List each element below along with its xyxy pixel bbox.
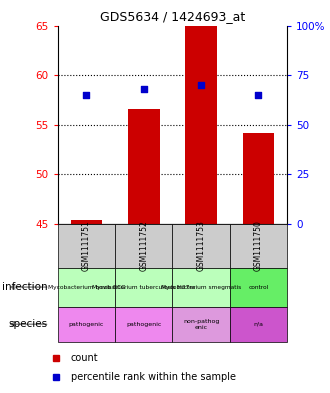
Bar (115, 307, 173, 342)
Bar (173, 224, 230, 268)
Text: pathogenic: pathogenic (69, 322, 104, 327)
Point (84, 92, 89, 98)
Text: GSM1111750: GSM1111750 (254, 220, 263, 271)
Bar (173, 268, 230, 307)
Text: Mycobacterium bovis BCG: Mycobacterium bovis BCG (48, 285, 125, 290)
Text: pathogenic: pathogenic (126, 322, 161, 327)
Text: infection: infection (2, 282, 48, 292)
Bar (58, 307, 115, 342)
Text: count: count (71, 353, 98, 363)
Text: GSM1111751: GSM1111751 (82, 220, 91, 271)
Text: percentile rank within the sample: percentile rank within the sample (71, 372, 236, 382)
Text: GSM1111752: GSM1111752 (139, 220, 148, 271)
Bar (243, 133, 274, 224)
Text: Mycobacterium tuberculosis H37ra: Mycobacterium tuberculosis H37ra (92, 285, 195, 290)
Text: Mycobacterium smegmatis: Mycobacterium smegmatis (161, 285, 241, 290)
Bar (71, 220, 102, 224)
Text: non-pathog
enic: non-pathog enic (183, 319, 219, 330)
Bar (230, 224, 287, 268)
Point (141, 86, 147, 92)
Title: GDS5634 / 1424693_at: GDS5634 / 1424693_at (100, 10, 245, 23)
Point (256, 92, 261, 98)
Text: species: species (9, 319, 48, 329)
Bar (173, 307, 230, 342)
Bar (230, 268, 287, 307)
Bar (58, 224, 115, 268)
Text: n/a: n/a (253, 322, 263, 327)
Bar (185, 26, 217, 224)
Bar (115, 224, 173, 268)
Bar (128, 109, 159, 224)
Text: GSM1111753: GSM1111753 (197, 220, 206, 271)
Bar (230, 307, 287, 342)
Text: control: control (248, 285, 269, 290)
Bar (115, 268, 173, 307)
Point (198, 82, 204, 88)
Bar (58, 268, 115, 307)
